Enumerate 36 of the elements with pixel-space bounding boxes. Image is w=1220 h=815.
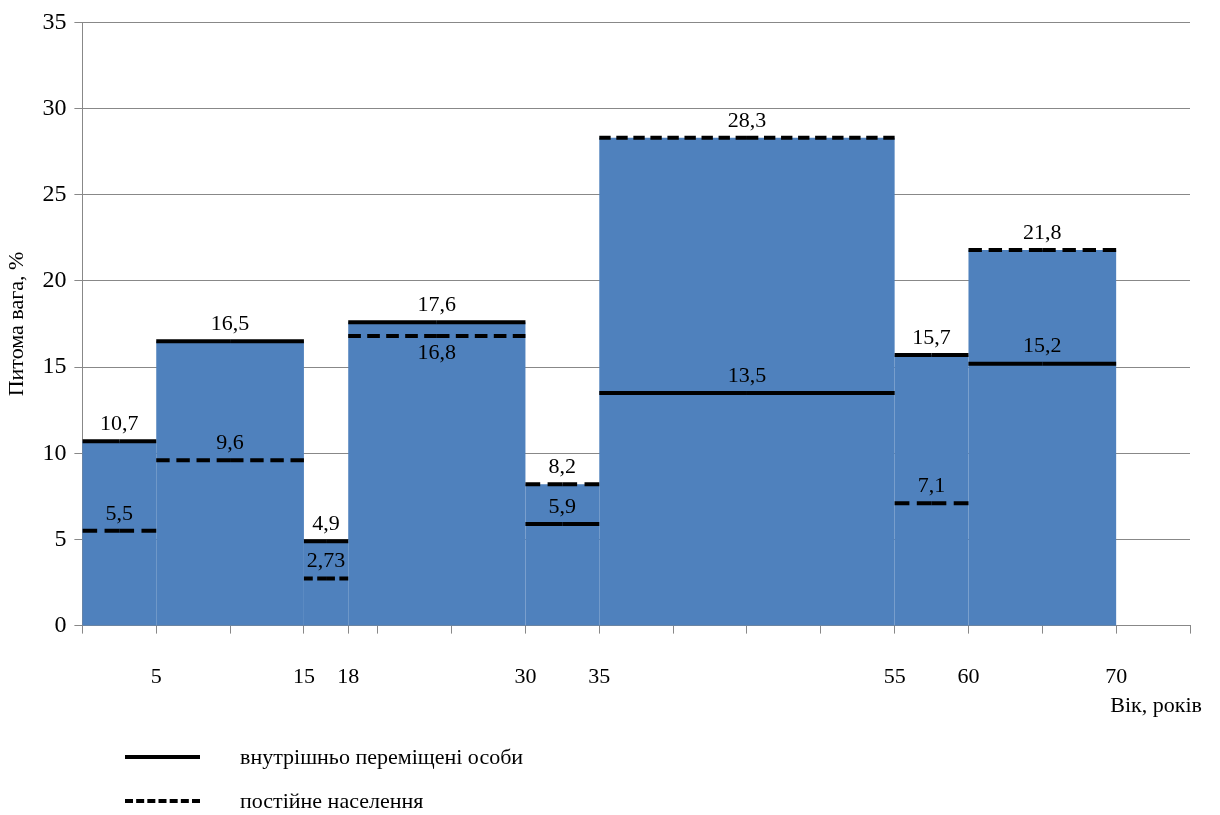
x-tick-label: 15 (292, 662, 315, 688)
y-tick-label: 10 (42, 438, 67, 465)
data-label: 15,2 (1023, 332, 1062, 358)
data-label: 10,7 (100, 409, 139, 435)
data-label: 21,8 (1023, 218, 1062, 244)
data-label: 5,9 (548, 492, 577, 518)
x-tick-label: 35 (588, 662, 611, 688)
y-tick-label: 20 (42, 266, 67, 293)
data-label: 15,7 (912, 323, 951, 349)
legend-label: постійне населення (240, 788, 424, 814)
x-tick-label: 70 (1105, 662, 1128, 688)
data-label: 4,9 (312, 509, 340, 535)
data-label: 16,5 (210, 310, 250, 336)
data-label: 2,73 (306, 547, 346, 573)
data-label: 17,6 (417, 291, 457, 317)
x-tick-label: 60 (957, 662, 980, 688)
x-axis-title: Вік, років (1110, 692, 1202, 718)
y-tick-label: 0 (54, 610, 67, 637)
data-label: 13,5 (727, 361, 767, 387)
data-label: 16,8 (417, 338, 457, 364)
x-tick-label: 5 (150, 662, 162, 688)
y-tick-label: 25 (42, 180, 67, 207)
y-tick-label: 35 (42, 7, 67, 34)
y-tick-label: 15 (42, 352, 67, 379)
data-label: 7,1 (917, 472, 946, 498)
x-tick-label: 18 (337, 662, 360, 688)
data-label: 5,5 (105, 499, 134, 525)
y-tick-label: 5 (54, 524, 67, 551)
y-tick-label: 30 (42, 93, 67, 120)
y-axis-title: Питома вага, % (2, 251, 28, 397)
legend-label: внутрішньо переміщені особи (240, 744, 524, 770)
x-tick-label: 55 (883, 662, 906, 688)
data-label: 9,6 (216, 428, 244, 454)
x-tick-label: 30 (514, 662, 537, 688)
data-label: 8,2 (548, 453, 577, 479)
data-label: 28,3 (727, 106, 767, 132)
